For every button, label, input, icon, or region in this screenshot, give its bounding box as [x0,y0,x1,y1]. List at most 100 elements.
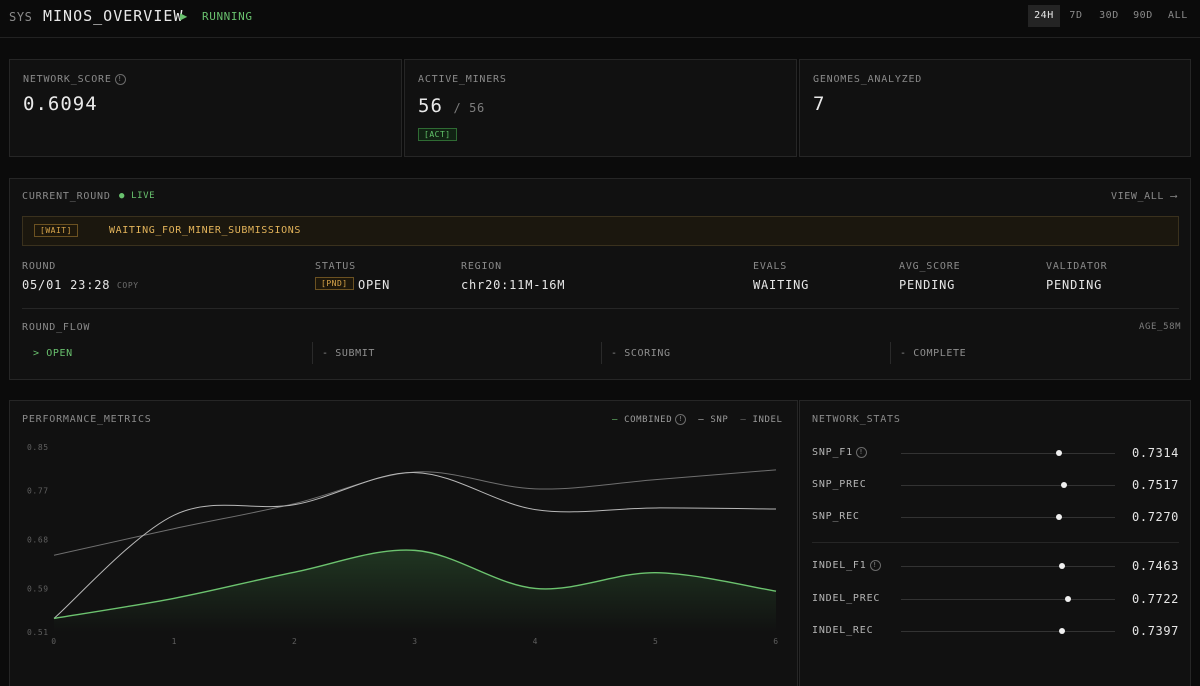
stat-label-snp-f1: SNP_F1! [812,447,867,458]
y-tick-label: 0.85 [27,443,49,452]
stat-label-snp-f1-text: SNP_F1 [812,447,853,458]
stat-value-indel-prec: 0.7722 [1132,592,1179,606]
network-stats-title: NETWORK_STATS [812,414,901,425]
active-miners-total: / 56 [453,101,485,115]
flow-divider [312,342,313,364]
x-tick-label: 6 [773,637,778,646]
performance-chart: 0.85 0.77 0.68 0.59 0.51 0 1 2 3 4 5 6 [27,443,778,646]
view-all-link[interactable]: VIEW_ALL ⟶ [1111,191,1177,202]
legend-snp: SNP [710,415,729,425]
genomes-value: 7 [813,93,826,115]
range-24h-button[interactable]: 24H [1028,5,1060,27]
legend-combined-swatch: — [612,415,619,425]
region-value: chr20:11M-16M [461,278,566,292]
stat-value-indel-f1: 0.7463 [1132,559,1179,573]
sys-label: SYS [9,10,33,24]
stats-divider [812,542,1179,543]
y-tick-label: 0.68 [27,536,49,545]
stat-track [901,485,1115,486]
network-score-value: 0.6094 [23,93,98,115]
stat-track [901,631,1115,632]
stat-label-snp-rec: SNP_REC [812,511,860,522]
round-value: 05/01 23:28 [22,278,111,292]
evals-label: EVALS [753,261,788,272]
combined-area [54,550,776,632]
stat-value-snp-rec: 0.7270 [1132,510,1179,524]
view-all-label: VIEW_ALL [1111,191,1164,202]
status-value: OPEN [358,278,391,292]
avg-score-value: PENDING [899,278,956,292]
divider [22,308,1179,309]
round-label: ROUND [22,261,57,272]
x-tick-label: 1 [172,637,177,646]
page-title: MINOS_OVERVIEW [43,7,184,25]
validator-value: PENDING [1046,278,1103,292]
performance-title: PERFORMANCE_METRICS [22,414,152,425]
validator-label: VALIDATOR [1046,261,1108,272]
active-miners-value-group: 56 / 56 [418,95,485,117]
wait-badge: [WAIT] [34,224,78,237]
stat-track [901,599,1115,600]
active-miners-value: 56 [418,95,443,117]
copy-button[interactable]: COPY [117,281,139,290]
avg-score-label: AVG_SCORE [899,261,961,272]
flow-step-open: > OPEN [33,348,73,359]
x-tick-label: 0 [51,637,56,646]
x-tick-label: 3 [412,637,417,646]
waiting-banner: [WAIT] WAITING_FOR_MINER_SUBMISSIONS [22,216,1179,246]
y-tick-label: 0.59 [27,584,49,593]
range-all-button[interactable]: ALL [1168,10,1188,21]
stat-label-indel-f1-text: INDEL_F1 [812,560,867,571]
top-bar: SYS MINOS_OVERVIEW ▶ RUNNING 24H 7D 30D … [0,0,1200,38]
play-icon: ▶ [180,9,188,23]
flow-divider [601,342,602,364]
series-line-indel [53,469,777,556]
round-flow-label: ROUND_FLOW [22,322,91,333]
legend-indel-swatch: — [740,415,747,425]
region-label: REGION [461,261,502,272]
series-line-combined [53,549,777,620]
info-icon[interactable]: ! [855,447,867,458]
stat-label-snp-prec: SNP_PREC [812,479,867,490]
network-score-label: NETWORK_SCORE! [23,74,126,85]
legend-snp-swatch: — [698,415,705,425]
x-tick-label: 5 [653,637,658,646]
legend-combined: COMBINED [624,415,673,425]
range-30d-button[interactable]: 30D [1099,10,1119,21]
range-7d-button[interactable]: 7D [1069,10,1083,21]
info-icon[interactable]: ! [869,560,881,571]
stat-marker [1064,596,1071,602]
x-tick-label: 4 [533,637,538,646]
status-running: RUNNING [202,10,253,23]
series-line-snp [53,472,777,619]
network-score-card: NETWORK_SCORE! 0.6094 [9,59,402,157]
info-icon[interactable]: ! [114,74,126,85]
range-90d-button[interactable]: 90D [1133,10,1153,21]
stat-track [901,517,1115,518]
age-label: AGE_58M [1139,322,1182,332]
stat-marker [1058,628,1065,634]
arrow-right-icon: ⟶ [1170,191,1178,202]
current-round-title: CURRENT_ROUND [22,191,111,202]
flow-step-scoring: - SCORING [611,348,671,359]
info-icon[interactable]: ! [675,414,687,425]
y-tick-label: 0.51 [27,628,49,637]
status-label: STATUS [315,261,356,272]
current-round-panel [9,178,1191,380]
network-stats-panel [799,400,1191,686]
stat-value-snp-prec: 0.7517 [1132,478,1179,492]
chart-legend: — COMBINED! — SNP — INDEL [612,414,783,425]
waiting-text: WAITING_FOR_MINER_SUBMISSIONS [109,225,301,236]
evals-value: WAITING [753,278,810,292]
performance-panel [9,400,798,686]
stat-label-indel-f1: INDEL_F1! [812,560,881,571]
stat-track [901,566,1115,567]
flow-divider [890,342,891,364]
stat-marker [1058,563,1065,569]
flow-step-complete: - COMPLETE [900,348,967,359]
stat-marker [1060,482,1067,488]
stat-track [901,453,1115,454]
stat-marker [1056,450,1063,456]
pending-badge: [PND] [315,277,354,290]
live-indicator: ● LIVE [119,191,155,201]
